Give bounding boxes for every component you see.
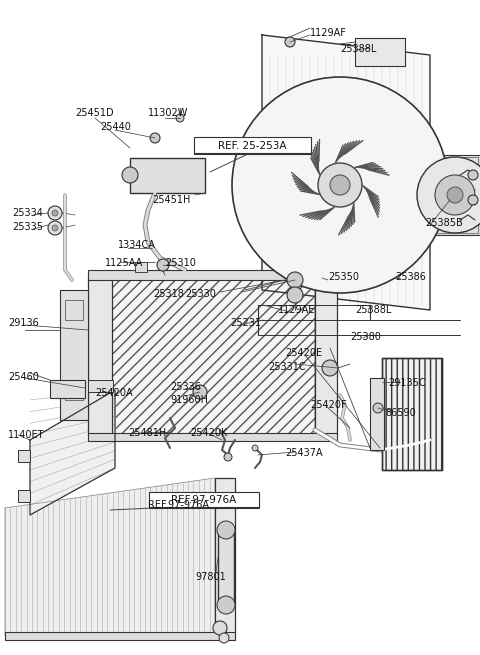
FancyBboxPatch shape [194, 137, 311, 154]
Circle shape [48, 221, 62, 235]
Text: 25440: 25440 [100, 122, 131, 132]
Circle shape [219, 633, 229, 643]
Bar [88, 380, 113, 392]
Bar [5, 632, 235, 640]
Text: 25310: 25310 [165, 258, 196, 268]
Text: 1140ET: 1140ET [8, 430, 45, 440]
Text: 25451D: 25451D [75, 108, 114, 118]
Circle shape [468, 170, 478, 180]
Text: 25420E: 25420E [285, 348, 322, 358]
Text: 25334: 25334 [12, 208, 43, 218]
Bar [65, 300, 83, 320]
Bar [382, 358, 442, 470]
Text: 25388L: 25388L [355, 305, 391, 315]
Circle shape [193, 385, 207, 399]
Circle shape [213, 621, 227, 635]
Text: 91960H: 91960H [170, 395, 208, 405]
Bar [370, 378, 384, 450]
Circle shape [48, 206, 62, 220]
Circle shape [468, 195, 478, 205]
Bar [18, 490, 30, 502]
Text: 1129AF: 1129AF [310, 28, 347, 38]
Text: 25420F: 25420F [310, 400, 347, 410]
FancyBboxPatch shape [149, 492, 259, 508]
Circle shape [417, 157, 480, 233]
Circle shape [318, 163, 362, 207]
Text: 25420A: 25420A [95, 388, 132, 398]
Bar [432, 157, 478, 233]
Bar [130, 158, 205, 193]
Text: 11302W: 11302W [148, 108, 188, 118]
Text: 25231: 25231 [230, 318, 261, 328]
Text: REF.97-976A: REF.97-976A [171, 495, 237, 505]
Circle shape [52, 225, 58, 231]
Bar [18, 450, 30, 462]
Text: 25350: 25350 [328, 272, 359, 282]
Bar [218, 530, 234, 605]
Text: 25437A: 25437A [285, 448, 323, 458]
Bar [135, 262, 147, 272]
Bar [382, 358, 442, 470]
Circle shape [224, 453, 232, 461]
Bar [88, 433, 337, 441]
Circle shape [176, 114, 184, 122]
Bar [50, 380, 85, 398]
Circle shape [285, 37, 295, 47]
Bar [110, 278, 315, 435]
Text: 25330: 25330 [185, 289, 216, 299]
Circle shape [232, 77, 448, 293]
Bar [88, 278, 112, 435]
Circle shape [287, 272, 303, 288]
Circle shape [150, 133, 160, 143]
Text: 25481H: 25481H [128, 428, 166, 438]
Polygon shape [262, 35, 430, 310]
Text: 97801: 97801 [195, 572, 226, 582]
Circle shape [373, 403, 383, 413]
Text: 25420K: 25420K [190, 428, 228, 438]
Text: 1125AA: 1125AA [105, 258, 143, 268]
Text: REF. 25-253A: REF. 25-253A [218, 141, 286, 151]
Text: 25380: 25380 [350, 332, 381, 342]
Bar [65, 380, 83, 400]
Text: 25385B: 25385B [425, 218, 463, 228]
Text: 25386: 25386 [395, 272, 426, 282]
Bar [315, 278, 337, 435]
Text: 25460: 25460 [8, 372, 39, 382]
Text: 25336: 25336 [170, 382, 201, 392]
Circle shape [217, 521, 235, 539]
Text: 1334CA: 1334CA [118, 240, 156, 250]
Bar [60, 290, 88, 420]
Circle shape [330, 175, 350, 195]
Bar [215, 478, 235, 635]
Circle shape [287, 287, 303, 303]
Text: 25451H: 25451H [152, 195, 191, 205]
Bar [88, 270, 337, 280]
Bar [355, 38, 405, 66]
Circle shape [447, 187, 463, 203]
Text: 29135C: 29135C [388, 378, 426, 388]
Text: REF.97-976A: REF.97-976A [148, 500, 209, 510]
Text: 29136: 29136 [8, 318, 39, 328]
Circle shape [52, 210, 58, 216]
Text: 25331C: 25331C [268, 362, 306, 372]
Circle shape [122, 167, 138, 183]
Bar [110, 278, 315, 435]
Polygon shape [30, 390, 115, 515]
Text: 1129AE: 1129AE [278, 305, 315, 315]
Text: 86590: 86590 [385, 408, 416, 418]
Bar [430, 155, 480, 235]
Circle shape [217, 596, 235, 614]
Circle shape [252, 445, 258, 451]
Circle shape [435, 175, 475, 215]
Text: 25335: 25335 [12, 222, 43, 232]
Circle shape [157, 259, 169, 271]
Text: 25318: 25318 [153, 289, 184, 299]
Polygon shape [5, 478, 215, 635]
Circle shape [322, 360, 338, 376]
Text: 25388L: 25388L [340, 44, 376, 54]
